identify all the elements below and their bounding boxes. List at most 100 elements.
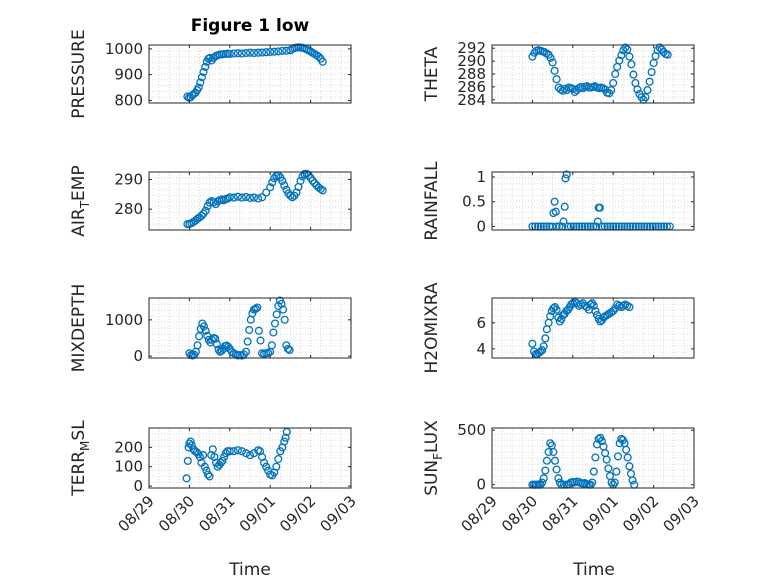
data-point xyxy=(599,84,608,93)
grid xyxy=(149,172,351,230)
y-tick-label: 290 xyxy=(457,52,486,70)
axes-box xyxy=(148,171,352,231)
y-tick-label: 4 xyxy=(476,340,486,358)
figure-title: Figure 1 low xyxy=(191,16,310,36)
data-point xyxy=(556,85,565,94)
data-point xyxy=(538,346,547,355)
data-point xyxy=(258,193,267,202)
data-point xyxy=(197,73,206,82)
data-point xyxy=(548,58,557,67)
x-tick-label: 08/31 xyxy=(538,492,581,535)
data-point xyxy=(552,465,561,474)
data-point xyxy=(254,194,263,203)
data-point xyxy=(256,336,265,345)
data-point xyxy=(272,310,281,319)
y-tick-label: 0 xyxy=(476,476,486,494)
data-point xyxy=(589,301,598,310)
subplot-6: 4 6 H2OMIXRA xyxy=(422,282,695,374)
data-point xyxy=(267,341,276,350)
data-point xyxy=(233,49,242,58)
y-axis-label-main: RAINFALL xyxy=(422,161,442,241)
data-point xyxy=(201,206,210,215)
data-point xyxy=(266,47,275,57)
data-point xyxy=(262,48,271,57)
data-point xyxy=(605,309,614,318)
data-point xyxy=(625,52,634,61)
y-axis-label: TERRMSL xyxy=(69,420,92,497)
data-point xyxy=(225,193,234,202)
grid xyxy=(149,298,351,358)
data-point xyxy=(203,470,213,479)
grid xyxy=(492,298,694,358)
data-point xyxy=(227,347,236,356)
y-tick-label: 0 xyxy=(133,477,143,495)
data-point xyxy=(186,437,195,446)
y-tick-label: 280 xyxy=(114,200,143,218)
data-point xyxy=(647,68,656,77)
data-point xyxy=(655,43,664,52)
y-axis-label-tail: EMP xyxy=(69,165,89,201)
data-point xyxy=(604,464,613,473)
axes-box xyxy=(148,297,352,359)
data-point xyxy=(296,176,305,185)
y-axis-label: MIXDEPTH xyxy=(69,284,89,373)
y-axis-label-main: MIXDEPTH xyxy=(69,284,89,373)
data-point xyxy=(220,452,229,462)
data-point xyxy=(199,451,208,460)
data-point xyxy=(549,447,558,457)
data-point xyxy=(625,462,634,471)
data-point xyxy=(627,60,636,69)
y-tick-label: 1 xyxy=(476,168,486,186)
data-point xyxy=(622,445,631,454)
data-point xyxy=(274,454,283,464)
y-axis-label: RAINFALL xyxy=(422,161,442,241)
data-point xyxy=(245,325,254,335)
data-point xyxy=(205,472,214,481)
data-point xyxy=(528,52,537,61)
data-point xyxy=(607,478,616,487)
y-tick-label: 290 xyxy=(114,170,143,188)
x-tick-label: 08/29 xyxy=(115,492,158,535)
data-point xyxy=(199,322,208,331)
y-tick-label: 286 xyxy=(457,78,486,96)
grid xyxy=(492,172,694,230)
x-tick-label: 09/01 xyxy=(236,492,279,535)
data-point xyxy=(623,453,632,462)
data-point xyxy=(237,49,246,58)
x-axis-label-right: Time xyxy=(572,560,615,580)
data-point xyxy=(607,86,616,95)
y-tick-label: 0 xyxy=(476,218,486,236)
data-point xyxy=(623,45,632,54)
data-point xyxy=(609,78,618,88)
data-point xyxy=(237,447,246,456)
y-axis-label-main: TERR xyxy=(69,451,89,497)
data-point xyxy=(538,478,547,487)
data-point xyxy=(562,170,571,179)
data-point xyxy=(554,474,563,483)
data-point xyxy=(187,441,196,450)
data-point xyxy=(280,315,289,324)
data-point xyxy=(245,451,255,460)
y-axis-label: SUNFLUX xyxy=(422,420,445,496)
x-tick-label: 09/03 xyxy=(660,492,703,535)
data-point xyxy=(314,52,323,61)
data-point xyxy=(628,476,637,485)
data-point xyxy=(559,217,568,226)
data-point xyxy=(611,69,620,79)
data-point xyxy=(610,478,619,487)
data-point xyxy=(258,48,267,57)
data-point xyxy=(308,176,317,185)
data-point xyxy=(649,58,658,68)
y-tick-label: 1000 xyxy=(105,311,143,329)
y-tick-label: 0.5 xyxy=(462,193,486,211)
y-tick-label: 284 xyxy=(457,91,486,109)
data-point xyxy=(269,328,278,337)
data-point xyxy=(200,462,209,471)
data-point xyxy=(278,46,287,55)
data-point xyxy=(262,188,271,197)
data-point xyxy=(193,341,202,350)
data-point xyxy=(194,83,203,92)
data-point xyxy=(183,456,192,465)
data-point xyxy=(591,453,600,462)
